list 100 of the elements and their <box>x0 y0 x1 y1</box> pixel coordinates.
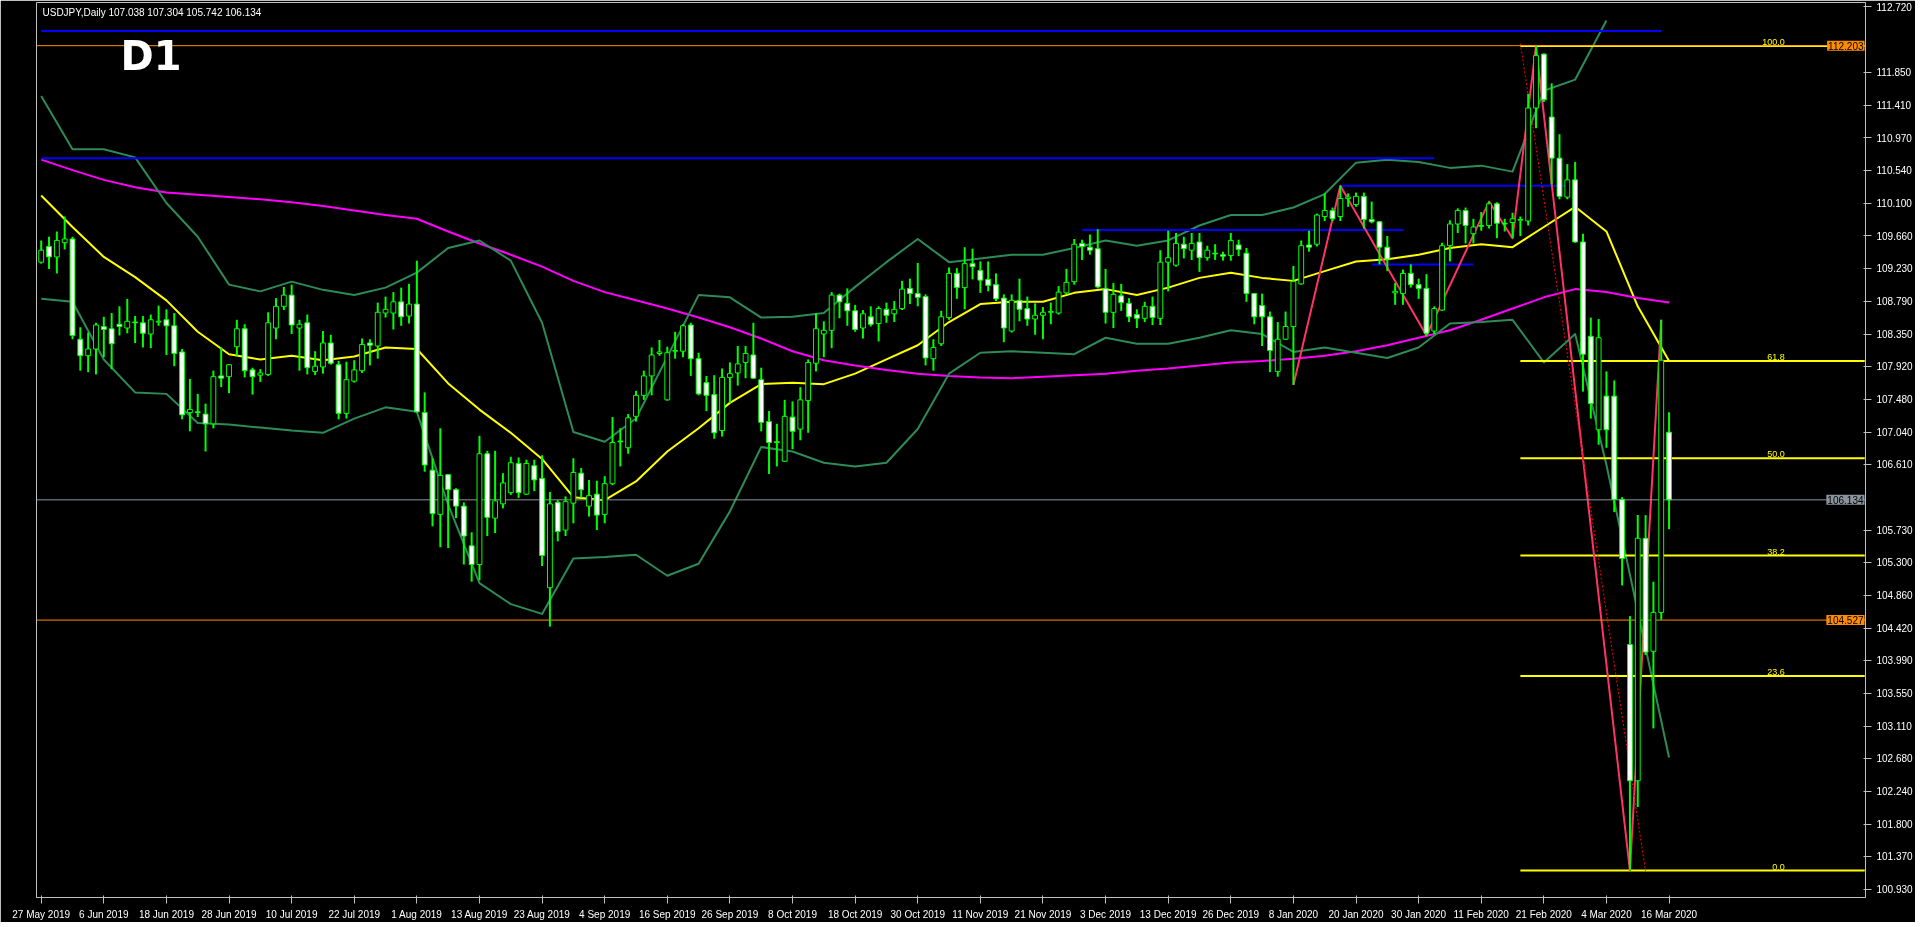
candlestick <box>132 315 139 344</box>
y-tick-label: 105.300 <box>1876 557 1914 569</box>
candlestick <box>726 361 733 404</box>
y-tick-label: 110.100 <box>1876 198 1913 210</box>
y-tick-label: 108.350 <box>1876 329 1914 341</box>
candlestick <box>1227 231 1234 262</box>
candlestick <box>586 478 592 518</box>
y-tick-label: 110.970 <box>1876 132 1913 144</box>
x-tick-label: 11 Nov 2019 <box>952 908 1009 920</box>
candlestick <box>844 287 851 327</box>
candlestick <box>1493 201 1500 240</box>
candlestick <box>578 466 585 499</box>
candlestick <box>1079 238 1086 261</box>
x-tick-label: 4 Sep 2019 <box>579 908 631 920</box>
candlestick <box>1470 217 1477 245</box>
line-series <box>40 297 1671 759</box>
candlestick <box>1180 235 1187 260</box>
candlestick <box>1032 302 1039 336</box>
candlestick <box>1306 229 1312 253</box>
candlestick <box>453 487 459 520</box>
candlestick <box>194 392 201 419</box>
x-tick-label: 8 Oct 2019 <box>768 908 818 920</box>
candlestick <box>1086 233 1093 256</box>
candlestick <box>734 344 741 387</box>
y-tick-label: 109.230 <box>1876 263 1914 275</box>
candlestick <box>860 309 866 340</box>
candlestick <box>273 297 279 341</box>
x-tick-label: 28 Jun 2019 <box>201 908 257 920</box>
candlestick <box>500 472 506 510</box>
candlestick <box>1165 229 1172 293</box>
candlestick <box>218 346 225 389</box>
x-tick-label: 20 Jan 2020 <box>1328 908 1384 920</box>
candlestick <box>100 315 107 359</box>
candlestick <box>1259 292 1266 347</box>
y-tick-label: 101.800 <box>1876 819 1914 831</box>
y-tick-label: 108.790 <box>1876 296 1914 308</box>
x-tick-label: 11 Feb 2020 <box>1453 908 1510 920</box>
y-tick-label: 100.930 <box>1876 884 1914 896</box>
candlestick <box>1447 219 1453 263</box>
ref-line-label: 104.527 <box>1827 615 1864 627</box>
candlestick <box>1118 282 1125 312</box>
candlestick <box>1392 282 1399 306</box>
candlestick <box>993 272 999 303</box>
y-tick-label: 102.240 <box>1876 786 1914 798</box>
y-tick-label: 103.990 <box>1876 655 1914 667</box>
candlestick <box>766 410 772 475</box>
x-tick-label: 3 Dec 2019 <box>1080 908 1132 920</box>
candlestick <box>672 330 679 360</box>
y-tick-label: 103.110 <box>1876 721 1913 733</box>
series-label: 38.2 <box>1767 546 1785 557</box>
x-tick-label: 21 Feb 2020 <box>1515 908 1573 920</box>
candlestick <box>1368 200 1375 225</box>
x-tick-label: 26 Sep 2019 <box>701 908 759 920</box>
annotation: D1 <box>120 32 182 79</box>
y-tick-label: 101.370 <box>1876 851 1914 863</box>
candlestick <box>1133 308 1140 330</box>
candlestick <box>1407 263 1414 289</box>
x-tick-label: 30 Oct 2019 <box>890 908 946 920</box>
candlestick <box>53 230 60 275</box>
candlestick <box>77 326 84 372</box>
line-series <box>40 19 1608 443</box>
y-tick-label: 104.420 <box>1876 623 1914 635</box>
candlestick <box>773 422 780 468</box>
candlestick <box>280 285 287 312</box>
candlestick <box>1047 301 1054 326</box>
y-tick-label: 110.540 <box>1876 165 1913 177</box>
x-tick-label: 1 Aug 2019 <box>391 908 443 920</box>
line-series <box>40 158 1671 380</box>
x-tick-label: 21 Nov 2019 <box>1014 908 1072 920</box>
candlestick <box>1384 234 1391 273</box>
candlestick <box>351 359 358 384</box>
candlestick <box>953 267 960 300</box>
series-label: 23.6 <box>1767 666 1785 677</box>
candlestick <box>640 369 647 401</box>
series-label: 50.0 <box>1767 449 1785 460</box>
y-tick-label: 107.920 <box>1876 361 1914 373</box>
candlestick <box>312 350 319 377</box>
candlestick <box>406 282 412 325</box>
candlestick <box>46 235 52 270</box>
candlestick <box>492 449 499 535</box>
series-label: 0.0 <box>1772 861 1785 872</box>
candlestick <box>985 260 992 293</box>
x-tick-label: 22 Jul 2019 <box>328 908 381 920</box>
x-tick-label: 13 Aug 2019 <box>451 908 508 920</box>
candlestick <box>633 389 639 423</box>
candlestick <box>1173 231 1179 268</box>
candlestick <box>85 331 92 374</box>
x-tick-label: 18 Jun 2019 <box>138 908 195 920</box>
candlestick <box>899 279 906 312</box>
candlestick <box>648 346 655 397</box>
candlestick <box>1478 211 1485 232</box>
x-tick-label: 6 Jun 2019 <box>79 908 129 920</box>
candlestick <box>852 303 859 333</box>
candlestick <box>226 362 232 395</box>
x-tick-label: 8 Jan 2020 <box>1268 908 1319 920</box>
y-tick-label: 106.610 <box>1876 459 1914 471</box>
candlestick <box>617 427 624 468</box>
candlestick <box>1360 191 1367 230</box>
y-tick-label: 103.550 <box>1876 688 1914 700</box>
candlestick <box>1212 243 1219 261</box>
